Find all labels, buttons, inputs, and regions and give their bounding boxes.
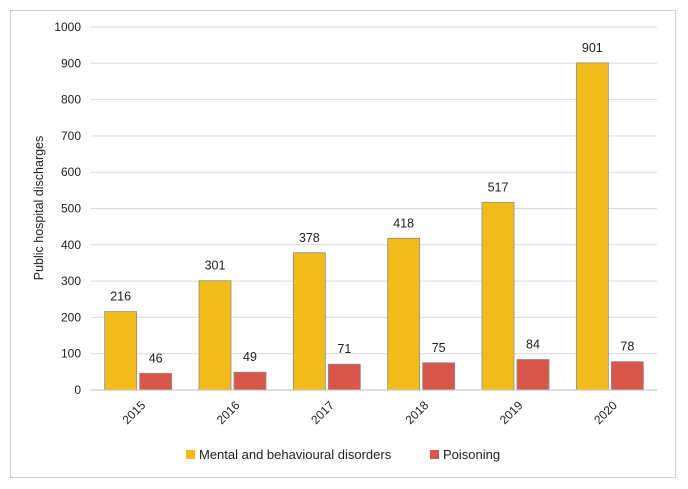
data-label: 46: [149, 351, 163, 365]
y-axis-ticks: 0 100 200 300 400 500 600 700 800 900 1000: [54, 20, 81, 397]
y-tick-label: 300: [61, 274, 81, 288]
bar-poisoning-2016: [233, 371, 267, 391]
y-tick-label: 600: [61, 165, 81, 179]
data-label: 216: [110, 290, 131, 304]
data-label: 378: [299, 231, 320, 245]
data-label: 301: [205, 259, 226, 273]
bar-poisoning-2019: [516, 359, 550, 391]
legend-swatch: [186, 450, 195, 459]
legend-swatch: [430, 450, 439, 459]
bar-mental-2017: [292, 252, 326, 391]
x-tick-label: 2015: [120, 398, 149, 427]
data-label: 901: [582, 41, 603, 55]
x-tick-label: 2017: [308, 398, 337, 427]
bar-poisoning-2017: [327, 363, 361, 391]
y-tick-label: 0: [74, 383, 81, 397]
x-tick-label: 2020: [591, 398, 620, 427]
bar-poisoning-2015: [139, 372, 173, 391]
data-labels: 216 46 301 49 378 71 418 75 517 84 901 78: [110, 41, 634, 365]
data-label: 78: [620, 340, 634, 354]
y-tick-label: 500: [61, 202, 81, 216]
data-label: 75: [432, 341, 446, 355]
x-tick-label: 2016: [214, 398, 243, 427]
data-label: 418: [393, 216, 414, 230]
chart-frame: [10, 10, 676, 478]
bar-mental-2015: [104, 311, 138, 391]
bar-mental-2020: [575, 62, 609, 391]
bars: [104, 62, 644, 391]
y-tick-label: 700: [61, 129, 81, 143]
data-label: 71: [337, 342, 351, 356]
legend: Mental and behavioural disorders Poisonin…: [186, 447, 500, 462]
x-axis-ticks: 2015 2016 2017 2018 2019 2020: [120, 398, 621, 427]
y-tick-label: 100: [61, 347, 81, 361]
x-tick-label: 2018: [403, 398, 432, 427]
bar-poisoning-2018: [422, 362, 456, 391]
bar-mental-2018: [387, 237, 421, 391]
y-tick-label: 400: [61, 238, 81, 252]
bar-mental-2016: [198, 280, 232, 391]
data-label: 517: [488, 180, 509, 194]
y-tick-label: 800: [61, 93, 81, 107]
data-label: 84: [526, 338, 540, 352]
y-axis-label: Public hospital discharges: [32, 136, 46, 281]
bar-poisoning-2020: [610, 361, 644, 391]
legend-label: Poisoning: [443, 447, 500, 462]
gridlines: [91, 26, 657, 355]
legend-label: Mental and behavioural disorders: [199, 447, 392, 462]
x-tick-label: 2019: [497, 398, 526, 427]
y-tick-label: 900: [61, 56, 81, 70]
y-tick-label: 1000: [54, 20, 81, 34]
bar-mental-2019: [481, 201, 515, 391]
data-label: 49: [243, 350, 257, 364]
y-tick-label: 200: [61, 310, 81, 324]
